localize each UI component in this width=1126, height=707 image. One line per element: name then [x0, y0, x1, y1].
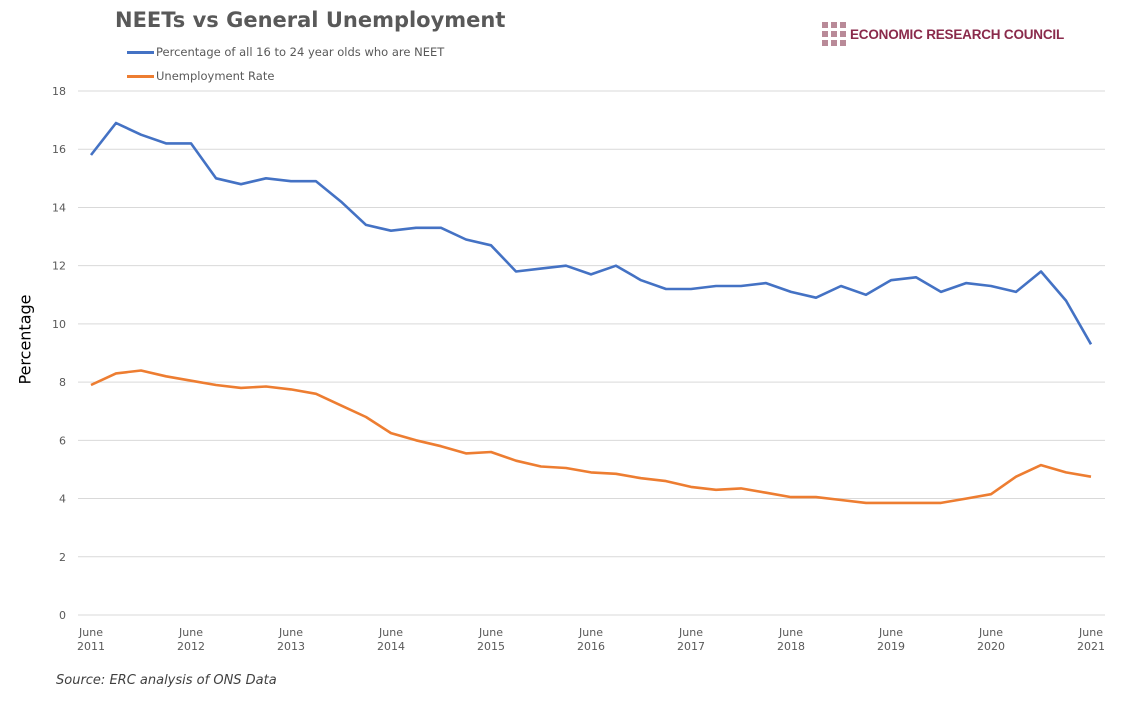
y-tick-label: 14 — [52, 201, 66, 214]
x-tick-label: 2018 — [777, 640, 805, 653]
source-note: Source: ERC analysis of ONS Data — [56, 673, 277, 688]
y-tick-label: 6 — [59, 434, 66, 447]
x-tick-label: 2014 — [377, 640, 405, 653]
y-tick-label: 18 — [52, 85, 66, 98]
x-tick-label: 2011 — [77, 640, 105, 653]
x-tick-label: 2019 — [877, 640, 905, 653]
x-tick-label: 2013 — [277, 640, 305, 653]
chart-title: NEETs vs General Unemployment — [115, 8, 506, 32]
logo-text: ECONOMIC RESEARCH COUNCIL — [850, 26, 1065, 42]
x-tick-label: 2015 — [477, 640, 505, 653]
y-tick-label: 10 — [52, 318, 66, 331]
legend-label-neet: Percentage of all 16 to 24 year olds who… — [156, 45, 445, 59]
x-tick-label: June — [78, 626, 103, 639]
y-tick-label: 8 — [59, 376, 66, 389]
logo-squares-icon — [822, 22, 846, 46]
x-tick-label: June — [478, 626, 503, 639]
legend-item-unemployment: Unemployment Rate — [127, 69, 274, 83]
x-tick-label: 2020 — [977, 640, 1005, 653]
x-tick-label: June — [278, 626, 303, 639]
x-tick-label: June — [378, 626, 403, 639]
x-tick-label: 2012 — [177, 640, 205, 653]
x-tick-label: June — [878, 626, 903, 639]
x-tick-label: 2021 — [1077, 640, 1105, 653]
y-tick-label: 4 — [59, 493, 66, 506]
x-tick-label: June — [778, 626, 803, 639]
y-tick-label: 2 — [59, 551, 66, 564]
x-tick-label: 2016 — [577, 640, 605, 653]
series-line-neet — [89, 121, 1093, 345]
legend-item-neet: Percentage of all 16 to 24 year olds who… — [127, 45, 444, 59]
erc-logo: ECONOMIC RESEARCH COUNCIL — [822, 22, 1064, 46]
x-tick-label: 2017 — [677, 640, 705, 653]
x-tick-label: June — [678, 626, 703, 639]
series-line-unemployment — [90, 369, 1092, 505]
x-tick-label: June — [578, 626, 603, 639]
x-tick-label: June — [178, 626, 203, 639]
y-tick-label: 12 — [52, 260, 66, 273]
x-tick-label: June — [1078, 626, 1103, 639]
y-tick-label: 16 — [52, 143, 66, 156]
y-tick-label: 0 — [59, 609, 66, 622]
legend-swatch-neet — [127, 50, 154, 54]
legend-label-unemployment: Unemployment Rate — [156, 69, 275, 83]
legend-swatch-unemployment — [127, 74, 154, 78]
y-axis-label: Percentage — [15, 294, 35, 385]
x-tick-label: June — [978, 626, 1003, 639]
